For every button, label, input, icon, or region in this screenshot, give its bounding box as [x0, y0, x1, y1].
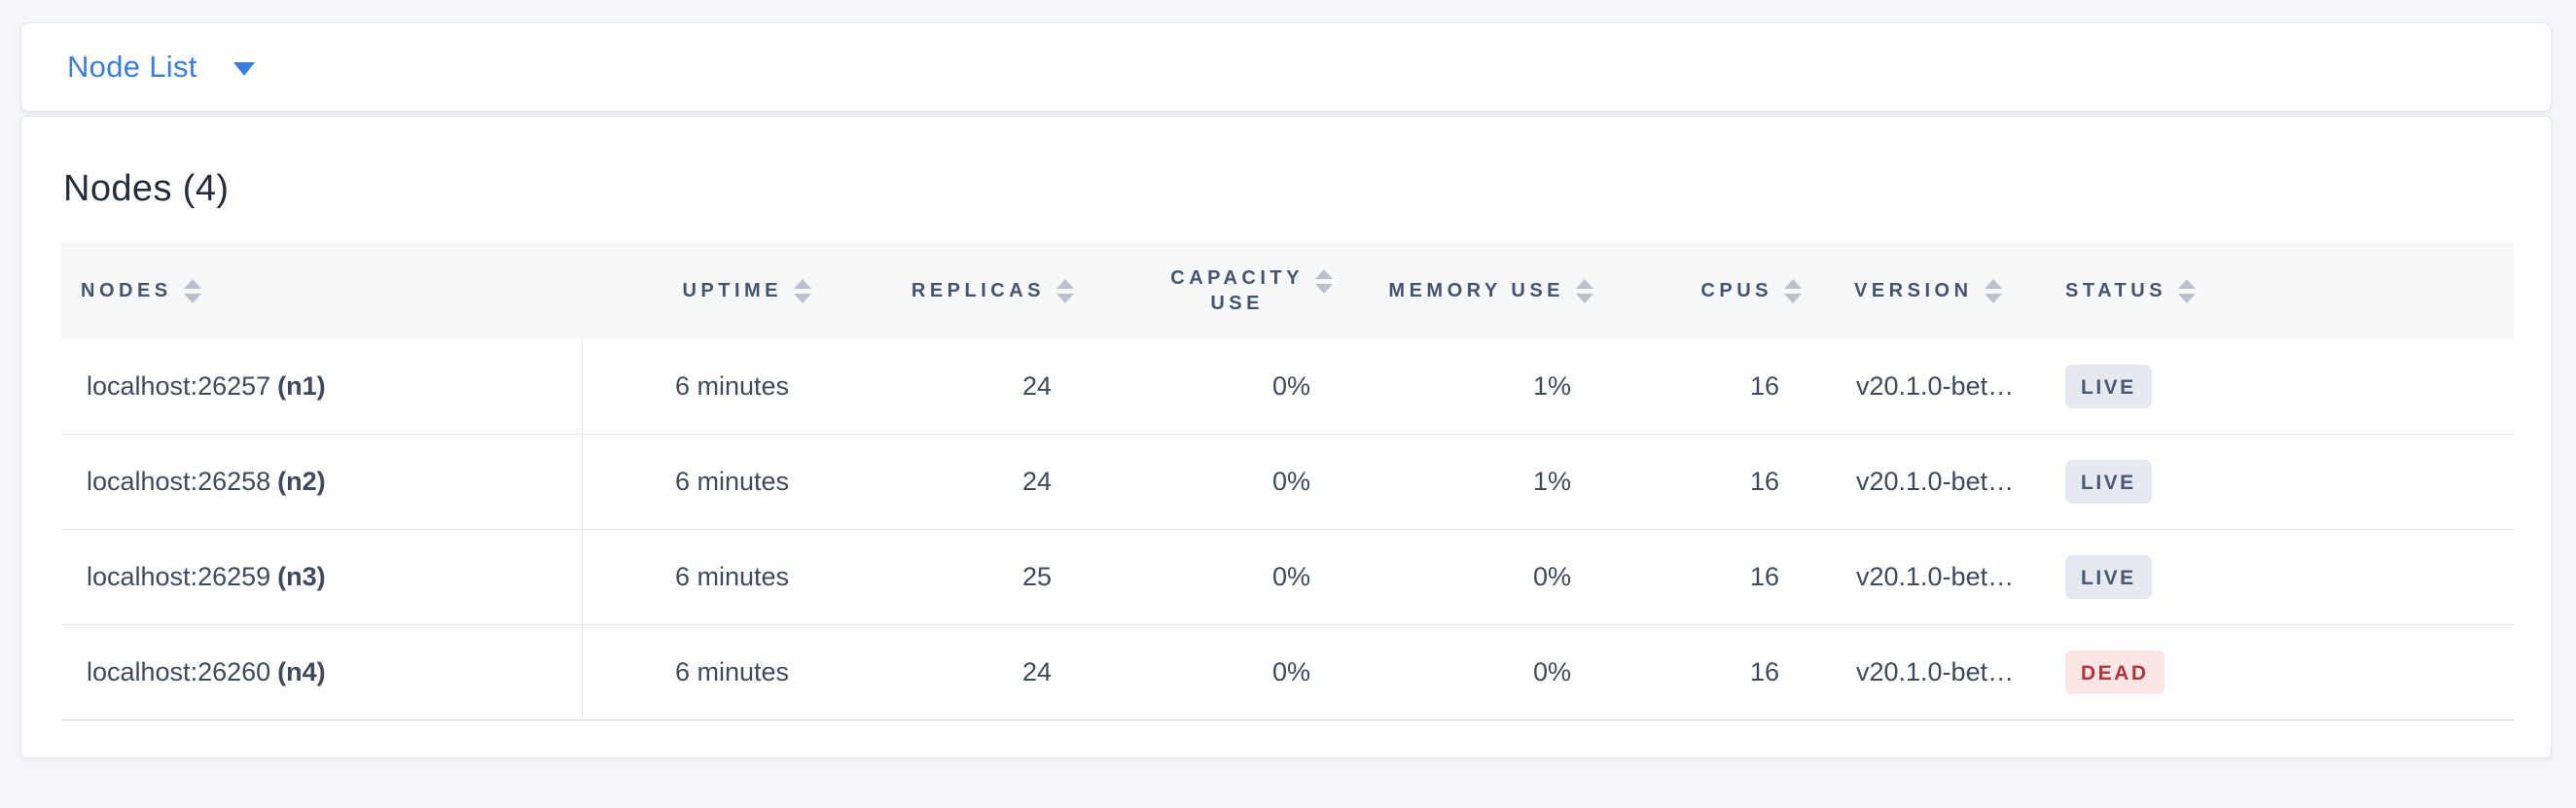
node-address-link[interactable]: localhost:26259	[87, 562, 271, 592]
table-header-row: NODES UPTIME REPLICAS	[61, 242, 2514, 339]
column-header-capacity-use[interactable]: CAPACITY USE	[1086, 242, 1344, 339]
node-id: (n4)	[277, 657, 326, 687]
cell-status: LIVE	[2054, 529, 2514, 626]
column-header-replicas[interactable]: REPLICAS	[823, 242, 1086, 339]
page: Node List Nodes (4) NODES	[20, 22, 2552, 758]
column-header-memory-use[interactable]: MEMORY USE	[1344, 242, 1605, 339]
sort-arrows-icon	[1984, 278, 2002, 303]
page-title: Nodes (4)	[63, 168, 230, 209]
table-row[interactable]: localhost:26257 (n1) 6 minutes 24 0% 1% 1…	[61, 338, 2514, 436]
caret-down-icon	[233, 62, 255, 76]
status-badge: LIVE	[2065, 364, 2152, 408]
cell-nodes: localhost:26257 (n1)	[61, 338, 583, 436]
cell-memory-use: 1%	[1344, 434, 1605, 531]
node-id: (n3)	[277, 562, 326, 592]
column-header-version[interactable]: VERSION	[1813, 242, 2054, 339]
cell-status: DEAD	[2054, 624, 2514, 721]
cell-cpus: 16	[1605, 338, 1813, 436]
cell-version: v20.1.0-bet…	[1813, 338, 2054, 436]
column-header-cpus[interactable]: CPUS	[1605, 242, 1813, 339]
cell-capacity-use: 0%	[1086, 529, 1344, 626]
column-header-uptime[interactable]: UPTIME	[582, 242, 823, 339]
cell-uptime: 6 minutes	[582, 434, 823, 531]
cell-capacity-use: 0%	[1086, 434, 1344, 531]
view-selector-bar: Node List	[20, 22, 2552, 112]
nodes-card: Nodes (4) NODES UPTIME	[20, 116, 2552, 758]
node-address-link[interactable]: localhost:26258	[87, 467, 271, 497]
cell-status: LIVE	[2054, 338, 2514, 436]
cell-memory-use: 0%	[1344, 529, 1605, 626]
table-row[interactable]: localhost:26259 (n3) 6 minutes 25 0% 0% 1…	[61, 529, 2514, 626]
node-id: (n2)	[277, 467, 326, 497]
cell-nodes: localhost:26260 (n4)	[61, 624, 583, 721]
cell-cpus: 16	[1605, 624, 1813, 721]
sort-arrows-icon	[794, 278, 811, 303]
cell-replicas: 24	[823, 338, 1086, 436]
node-address-link[interactable]: localhost:26260	[87, 657, 271, 687]
cell-replicas: 24	[823, 434, 1086, 531]
cell-version: v20.1.0-bet…	[1813, 434, 2054, 531]
sort-arrows-icon	[1056, 278, 1074, 303]
table-body: localhost:26257 (n1) 6 minutes 24 0% 1% 1…	[61, 338, 2514, 721]
status-badge: LIVE	[2065, 460, 2152, 505]
column-header-status[interactable]: STATUS	[2054, 242, 2514, 339]
node-list-dropdown-label: Node List	[67, 50, 197, 84]
cell-version: v20.1.0-bet…	[1813, 529, 2054, 626]
nodes-table: NODES UPTIME REPLICAS	[61, 242, 2514, 721]
sort-arrows-icon	[1315, 269, 1333, 295]
cell-memory-use: 0%	[1344, 624, 1605, 721]
cell-uptime: 6 minutes	[582, 624, 823, 721]
table-row[interactable]: localhost:26260 (n4) 6 minutes 24 0% 0% 1…	[61, 624, 2514, 721]
sort-arrows-icon	[1576, 278, 1593, 303]
table-row[interactable]: localhost:26258 (n2) 6 minutes 24 0% 1% 1…	[61, 434, 2514, 531]
cell-nodes: localhost:26258 (n2)	[61, 434, 583, 531]
status-badge: LIVE	[2065, 555, 2152, 600]
column-header-nodes[interactable]: NODES	[61, 242, 582, 339]
cell-cpus: 16	[1605, 529, 1813, 626]
node-address-link[interactable]: localhost:26257	[87, 370, 271, 401]
cell-replicas: 25	[823, 529, 1086, 626]
node-list-dropdown[interactable]: Node List	[67, 50, 255, 85]
cell-capacity-use: 0%	[1086, 338, 1344, 436]
sort-arrows-icon	[2178, 278, 2197, 303]
cell-replicas: 24	[823, 624, 1086, 721]
cell-status: LIVE	[2054, 434, 2514, 531]
cell-capacity-use: 0%	[1086, 624, 1344, 721]
cell-uptime: 6 minutes	[582, 338, 823, 436]
cell-cpus: 16	[1605, 434, 1813, 531]
cell-nodes: localhost:26259 (n3)	[61, 529, 583, 626]
sort-arrows-icon	[183, 278, 201, 303]
cell-memory-use: 1%	[1344, 338, 1605, 436]
cell-version: v20.1.0-bet…	[1813, 624, 2054, 721]
cell-uptime: 6 minutes	[582, 529, 823, 626]
status-badge: DEAD	[2065, 650, 2165, 695]
node-id: (n1)	[277, 370, 326, 401]
sort-arrows-icon	[1784, 278, 1802, 303]
